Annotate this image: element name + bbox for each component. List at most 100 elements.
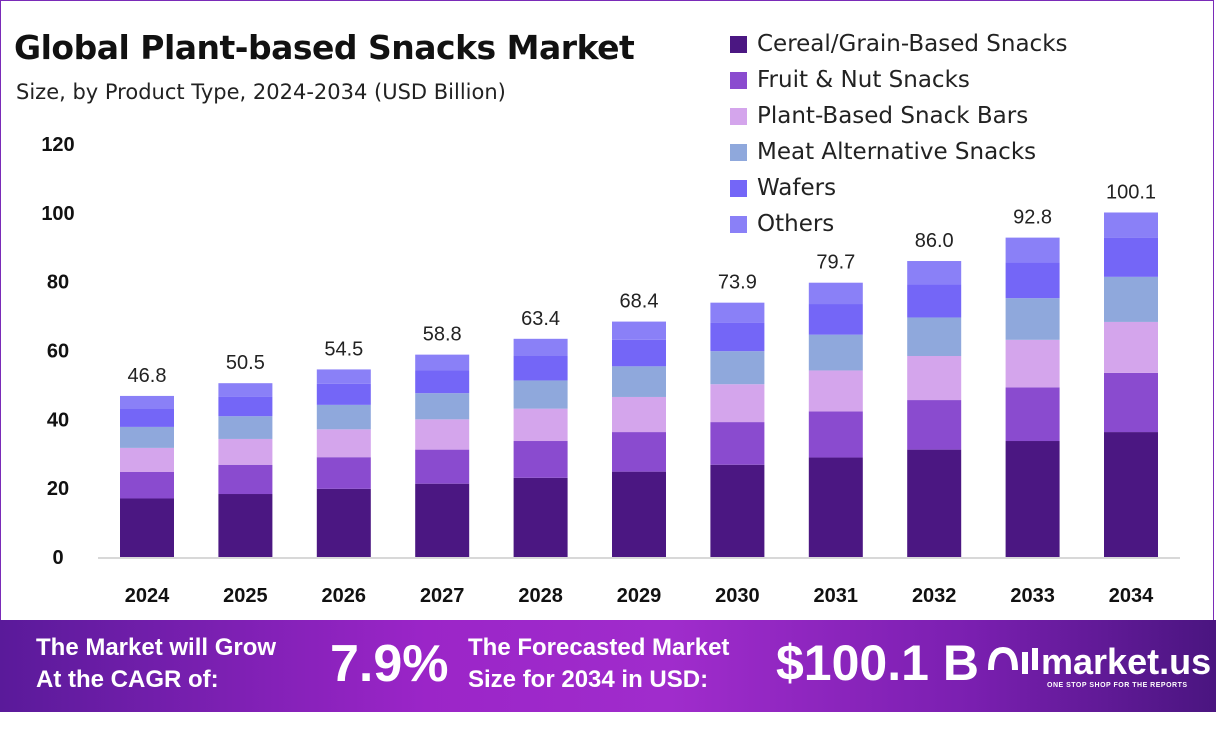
bar-segment-meat-alternative-snacks-2027 bbox=[415, 393, 470, 420]
market-us-logo: market.us ONE STOP SHOP FOR THE REPORTS bbox=[985, 640, 1212, 689]
bar-segment-plant-based-snack-bars-2028 bbox=[513, 408, 568, 442]
total-label: 46.8 bbox=[128, 365, 167, 387]
bar-segment-others-2030 bbox=[710, 302, 765, 323]
total-label: 86.0 bbox=[915, 230, 954, 252]
total-label: 92.8 bbox=[1013, 207, 1052, 229]
y-tick-label: 100 bbox=[41, 203, 74, 225]
total-label: 68.4 bbox=[620, 291, 659, 313]
legend-item: Plant-Based Snack Bars bbox=[730, 98, 1068, 134]
bar-segment-fruit-nut-snacks-2029 bbox=[612, 432, 666, 472]
bar-segment-meat-alternative-snacks-2029 bbox=[612, 366, 666, 397]
legend-label: Others bbox=[757, 211, 835, 237]
bar-segment-meat-alternative-snacks-2033 bbox=[1005, 298, 1060, 340]
bar-segment-plant-based-snack-bars-2034 bbox=[1104, 321, 1158, 373]
x-tick-label: 2034 bbox=[1109, 585, 1154, 607]
legend-item: Others bbox=[730, 206, 1068, 242]
bar-segment-wafers-2026 bbox=[316, 383, 371, 405]
legend-swatch bbox=[730, 35, 747, 53]
bar-segment-others-2025 bbox=[218, 383, 273, 397]
bar-segment-fruit-nut-snacks-2034 bbox=[1104, 372, 1158, 433]
bar-segment-others-2027 bbox=[415, 354, 470, 371]
bar-segment-cereal-grain-based-snacks-2030 bbox=[710, 464, 765, 557]
cagr-label: The Market will Grow At the CAGR of: bbox=[36, 632, 276, 696]
bar-segment-cereal-grain-based-snacks-2028 bbox=[513, 477, 568, 557]
bar-segment-fruit-nut-snacks-2026 bbox=[316, 457, 371, 489]
y-tick-label: 0 bbox=[52, 547, 63, 569]
bar-segment-others-2028 bbox=[513, 338, 568, 357]
total-label: 54.5 bbox=[324, 338, 363, 360]
bar-segment-wafers-2029 bbox=[612, 339, 666, 367]
legend-swatch bbox=[730, 215, 747, 233]
x-tick-label: 2032 bbox=[912, 585, 957, 607]
forecast-value: $100.1 B bbox=[776, 635, 979, 691]
total-label: 100.1 bbox=[1106, 181, 1156, 203]
bar-segment-wafers-2033 bbox=[1005, 262, 1060, 299]
legend-label: Plant-Based Snack Bars bbox=[757, 103, 1029, 129]
bar-segment-plant-based-snack-bars-2025 bbox=[218, 438, 273, 465]
x-tick-label: 2025 bbox=[223, 585, 268, 607]
bar-segment-cereal-grain-based-snacks-2024 bbox=[120, 498, 174, 557]
total-label: 63.4 bbox=[521, 308, 560, 330]
bar-segment-others-2032 bbox=[907, 261, 962, 285]
chart-title: Global Plant-based Snacks Market bbox=[14, 28, 635, 67]
bar-segment-plant-based-snack-bars-2027 bbox=[415, 419, 470, 450]
bar-segment-cereal-grain-based-snacks-2026 bbox=[316, 488, 371, 557]
legend-swatch bbox=[730, 179, 747, 197]
x-tick-label: 2030 bbox=[715, 585, 760, 607]
total-label: 73.9 bbox=[718, 272, 757, 294]
x-tick-label: 2027 bbox=[420, 585, 465, 607]
bar-segment-wafers-2030 bbox=[710, 322, 765, 352]
bar-segment-fruit-nut-snacks-2030 bbox=[710, 422, 765, 465]
bar-segment-fruit-nut-snacks-2028 bbox=[513, 441, 568, 478]
legend-label: Cereal/Grain-Based Snacks bbox=[757, 31, 1068, 57]
bar-segment-plant-based-snack-bars-2030 bbox=[710, 384, 765, 423]
bar-segment-meat-alternative-snacks-2024 bbox=[120, 426, 174, 448]
total-label: 50.5 bbox=[226, 352, 265, 374]
bar-segment-others-2029 bbox=[612, 321, 666, 340]
bar-segment-wafers-2025 bbox=[218, 396, 273, 417]
bar-segment-cereal-grain-based-snacks-2027 bbox=[415, 483, 470, 557]
bar-segment-meat-alternative-snacks-2026 bbox=[316, 404, 371, 430]
chart-subtitle: Size, by Product Type, 2024-2034 (USD Bi… bbox=[16, 80, 506, 104]
bar-segment-plant-based-snack-bars-2031 bbox=[808, 370, 863, 412]
y-tick-label: 60 bbox=[47, 341, 69, 363]
bar-segment-cereal-grain-based-snacks-2025 bbox=[218, 494, 273, 557]
y-tick-label: 20 bbox=[47, 478, 69, 500]
y-tick-label: 80 bbox=[47, 272, 69, 294]
plot-area: 0 20 40 60 80 100 120 46.8 2024 50.5 2025 54.5 2026 5… bbox=[41, 134, 1180, 607]
cagr-label-line2: At the CAGR of: bbox=[36, 666, 219, 693]
legend-swatch bbox=[730, 71, 747, 89]
bar-segment-plant-based-snack-bars-2032 bbox=[907, 356, 962, 401]
legend-item: Meat Alternative Snacks bbox=[730, 134, 1068, 170]
legend-label: Wafers bbox=[757, 175, 837, 201]
logo-icon bbox=[988, 646, 1038, 674]
bar-segment-others-2026 bbox=[316, 369, 371, 384]
bar-segment-plant-based-snack-bars-2033 bbox=[1005, 339, 1060, 388]
y-tick-label: 40 bbox=[47, 409, 69, 431]
bar-segment-wafers-2027 bbox=[415, 370, 470, 394]
y-tick-label: 120 bbox=[41, 134, 74, 156]
logo-text: market.us bbox=[1041, 641, 1212, 682]
bar-segment-plant-based-snack-bars-2024 bbox=[120, 447, 174, 472]
cagr-label-line1: The Market will Grow bbox=[36, 634, 277, 661]
bar-segment-cereal-grain-based-snacks-2033 bbox=[1005, 441, 1060, 557]
total-label: 58.8 bbox=[423, 324, 462, 346]
total-label: 79.7 bbox=[816, 252, 855, 274]
legend-swatch bbox=[730, 107, 747, 125]
bar-segment-others-2034 bbox=[1104, 212, 1158, 238]
bar-segment-cereal-grain-based-snacks-2032 bbox=[907, 449, 962, 557]
bar-segment-plant-based-snack-bars-2029 bbox=[612, 396, 666, 433]
x-tick-label: 2024 bbox=[125, 585, 170, 607]
bar-segment-plant-based-snack-bars-2026 bbox=[316, 429, 371, 458]
bar-segment-others-2031 bbox=[808, 282, 863, 305]
x-tick-label: 2031 bbox=[814, 585, 859, 607]
bar-segment-meat-alternative-snacks-2032 bbox=[907, 317, 962, 357]
footer-banner: The Market will Grow At the CAGR of: 7.9… bbox=[0, 620, 1216, 712]
x-tick-label: 2033 bbox=[1010, 585, 1055, 607]
bar-segment-wafers-2031 bbox=[808, 304, 863, 335]
forecast-label-line2: Size for 2034 in USD: bbox=[468, 666, 709, 693]
bar-segment-cereal-grain-based-snacks-2034 bbox=[1104, 432, 1158, 557]
legend-item: Fruit & Nut Snacks bbox=[730, 62, 1068, 98]
legend-item: Wafers bbox=[730, 170, 1068, 206]
bar-segment-meat-alternative-snacks-2025 bbox=[218, 416, 273, 439]
